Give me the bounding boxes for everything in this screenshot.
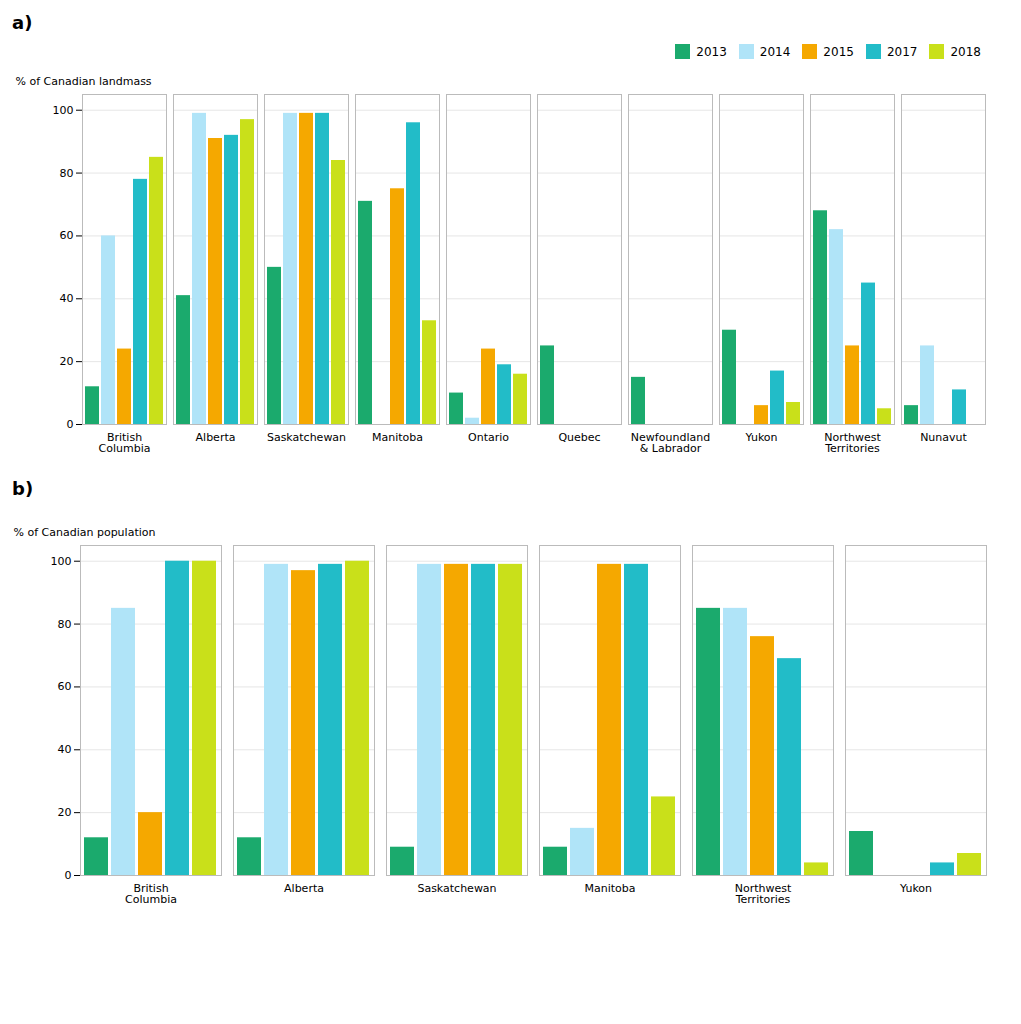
svg-text:Manitoba: Manitoba <box>584 882 635 895</box>
svg-text:Newfoundland& Labrador: Newfoundland& Labrador <box>631 431 710 455</box>
html-text:2013: 2013 <box>696 44 727 59</box>
html-text:a): a) <box>12 12 33 33</box>
svg-text:20: 20 <box>60 355 74 368</box>
svg-text:0: 0 <box>67 418 74 431</box>
svg-text:Saskatchewan: Saskatchewan <box>267 431 346 444</box>
svg-text:Ontario: Ontario <box>468 431 509 444</box>
html-text:b): b) <box>12 478 34 499</box>
svg-text:60: 60 <box>58 680 72 693</box>
svg-text:BritishColumbia: BritishColumbia <box>99 431 151 455</box>
svg-text:Yukon: Yukon <box>899 882 932 895</box>
svg-text:40: 40 <box>60 292 74 305</box>
svg-text:% of Canadian landmass: % of Canadian landmass <box>16 75 152 88</box>
html-text:2018: 2018 <box>950 44 981 59</box>
svg-text:40: 40 <box>58 743 72 756</box>
svg-text:100: 100 <box>51 555 72 568</box>
svg-text:BritishColumbia: BritishColumbia <box>125 882 177 906</box>
svg-text:Alberta: Alberta <box>196 431 236 444</box>
svg-text:20: 20 <box>58 806 72 819</box>
svg-text:Saskatchewan: Saskatchewan <box>417 882 496 895</box>
svg-text:% of Canadian population: % of Canadian population <box>14 526 156 539</box>
svg-text:60: 60 <box>60 229 74 242</box>
svg-text:Alberta: Alberta <box>284 882 324 895</box>
svg-text:0: 0 <box>65 869 72 882</box>
svg-text:80: 80 <box>58 618 72 631</box>
svg-text:Nunavut: Nunavut <box>920 431 967 444</box>
svg-text:Quebec: Quebec <box>558 431 600 444</box>
html-text:2014: 2014 <box>759 44 791 59</box>
svg-text:100: 100 <box>53 104 74 117</box>
svg-text:Yukon: Yukon <box>744 431 777 444</box>
svg-text:NorthwestTerritories: NorthwestTerritories <box>735 882 792 906</box>
html-text:2015: 2015 <box>823 44 854 59</box>
svg-text:NorthwestTerritories: NorthwestTerritories <box>824 431 881 455</box>
html-text:2017: 2017 <box>886 44 918 59</box>
svg-text:Manitoba: Manitoba <box>372 431 423 444</box>
svg-text:80: 80 <box>60 167 74 180</box>
